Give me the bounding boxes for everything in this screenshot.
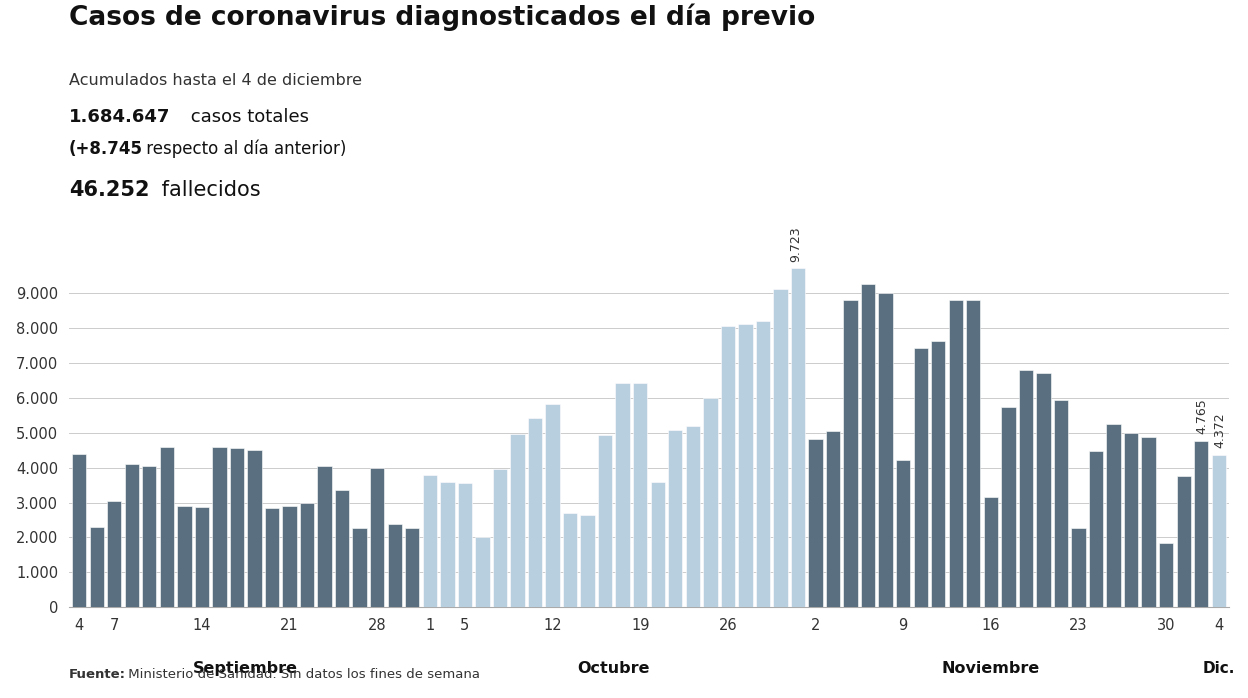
Text: Acumulados hasta el 4 de diciembre: Acumulados hasta el 4 de diciembre — [69, 73, 362, 88]
Bar — [1159, 543, 1173, 607]
Bar — [475, 537, 489, 607]
Bar — [1071, 528, 1086, 607]
Bar — [598, 435, 613, 607]
Bar — [1053, 401, 1068, 607]
Bar — [1194, 441, 1208, 607]
Text: Dic.: Dic. — [1203, 662, 1236, 676]
Bar — [317, 466, 332, 607]
Bar — [282, 506, 297, 607]
Bar — [230, 448, 245, 607]
Bar — [369, 468, 384, 607]
Bar — [879, 293, 892, 607]
Text: Noviembre: Noviembre — [942, 662, 1040, 676]
Bar — [1036, 373, 1051, 607]
Text: Fuente:: Fuente: — [69, 667, 126, 681]
Text: fallecidos: fallecidos — [155, 180, 261, 200]
Bar — [756, 321, 770, 607]
Bar — [1177, 476, 1191, 607]
Bar — [72, 454, 86, 607]
Bar — [948, 300, 963, 607]
Bar — [1018, 370, 1033, 607]
Text: 1.684.647: 1.684.647 — [69, 108, 170, 126]
Bar — [914, 348, 929, 607]
Bar — [580, 515, 595, 607]
Bar — [966, 300, 981, 607]
Bar — [826, 431, 840, 607]
Text: respecto al día anterior): respecto al día anterior) — [141, 140, 347, 158]
Text: 9.723: 9.723 — [790, 226, 802, 262]
Bar — [931, 341, 946, 607]
Text: 4.765: 4.765 — [1196, 399, 1208, 434]
Bar — [563, 513, 578, 607]
Bar — [388, 524, 402, 607]
Bar — [774, 289, 787, 607]
Bar — [528, 419, 542, 607]
Bar — [458, 483, 472, 607]
Bar — [107, 501, 121, 607]
Text: casos totales: casos totales — [185, 108, 308, 126]
Bar — [195, 507, 210, 607]
Bar — [142, 466, 156, 607]
Bar — [1124, 433, 1138, 607]
Bar — [265, 508, 280, 607]
Bar — [160, 447, 173, 607]
Bar — [685, 426, 700, 607]
Bar — [1001, 407, 1016, 607]
Bar — [739, 324, 753, 607]
Text: (+8.745: (+8.745 — [69, 140, 142, 158]
Bar — [703, 398, 718, 607]
Bar — [545, 404, 559, 607]
Text: Ministerio de Sanidad. Sin datos los fines de semana: Ministerio de Sanidad. Sin datos los fin… — [124, 667, 479, 681]
Text: Casos de coronavirus diagnosticados el día previo: Casos de coronavirus diagnosticados el d… — [69, 3, 815, 31]
Text: 46.252: 46.252 — [69, 180, 150, 200]
Bar — [615, 383, 630, 607]
Bar — [650, 482, 665, 607]
Bar — [983, 497, 998, 607]
Bar — [668, 430, 683, 607]
Bar — [720, 326, 735, 607]
Bar — [633, 383, 648, 607]
Bar — [177, 506, 191, 607]
Bar — [423, 475, 437, 607]
Bar — [212, 447, 227, 607]
Bar — [352, 528, 367, 607]
Bar — [334, 490, 349, 607]
Bar — [510, 434, 524, 607]
Bar — [90, 527, 104, 607]
Text: 4.372: 4.372 — [1213, 412, 1226, 447]
Bar — [861, 285, 875, 607]
Bar — [1212, 454, 1226, 607]
Bar — [809, 439, 822, 607]
Text: Octubre: Octubre — [578, 662, 650, 676]
Bar — [844, 300, 857, 607]
Bar — [441, 482, 454, 607]
Bar — [247, 450, 262, 607]
Bar — [406, 528, 419, 607]
Text: Septiembre: Septiembre — [193, 662, 298, 676]
Bar — [1088, 451, 1103, 607]
Bar — [896, 459, 910, 607]
Bar — [1142, 437, 1156, 607]
Bar — [493, 469, 507, 607]
Bar — [791, 268, 805, 607]
Bar — [1107, 424, 1121, 607]
Bar — [300, 503, 314, 607]
Bar — [125, 464, 139, 607]
